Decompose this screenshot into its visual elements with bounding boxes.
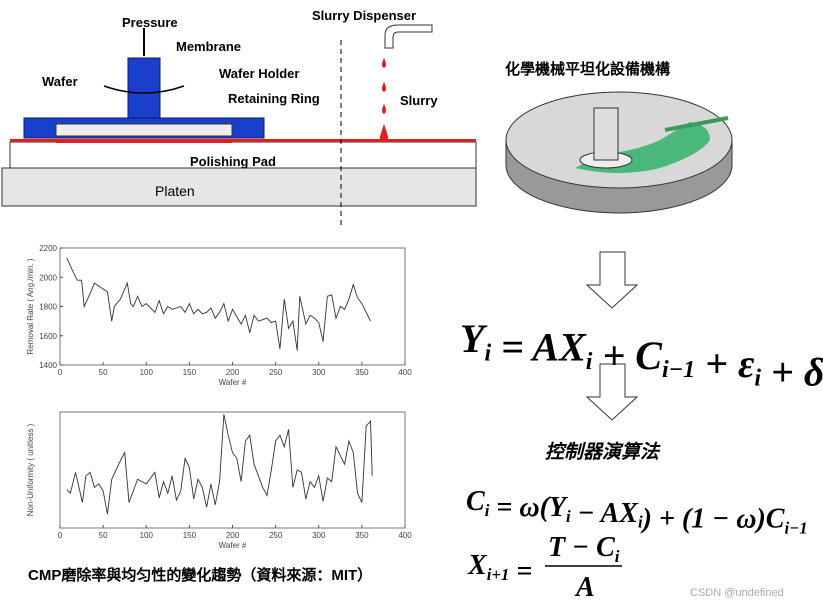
eq-subscript: i+1: [487, 565, 510, 584]
arrows: [585, 251, 639, 421]
x-axis-label: Wafer #: [219, 378, 247, 387]
cmp-diagram: Pressure Membrane Wafer Wafer Holder Ret…: [1, 8, 477, 225]
eq-part: − AX: [571, 498, 640, 529]
down-arrow: [585, 251, 639, 309]
spindle: [127, 57, 161, 119]
eq-part: ) + (1 − ω)C: [640, 504, 785, 535]
label: Polishing Pad: [190, 154, 276, 169]
eq-subscript: i: [566, 507, 571, 526]
eq-part: + C: [592, 333, 663, 378]
x-tick-label: 300: [312, 368, 326, 377]
eq-part: + δ: [761, 350, 823, 395]
label: Wafer: [42, 74, 78, 89]
x-tick-label: 50: [99, 531, 108, 540]
eq-part: = ω(Y: [489, 492, 569, 523]
platen: [1, 167, 477, 207]
label: Membrane: [176, 39, 241, 54]
label: Platen: [155, 183, 195, 199]
eq-subscript: i−1: [662, 357, 695, 383]
x-tick-label: 200: [226, 368, 240, 377]
eq-subscript: i: [484, 340, 491, 366]
machine-title: 化學機械平坦化設備機構: [505, 60, 670, 78]
plot-area: [59, 247, 406, 366]
eq-subscript: i: [485, 501, 490, 520]
slurry-drops: [379, 58, 389, 139]
machine: 化學機械平坦化設備機構: [505, 60, 733, 214]
data-line: [66, 414, 373, 515]
y-tick-label: 1400: [39, 361, 57, 370]
eq-part: =: [509, 556, 532, 587]
label: Wafer Holder: [219, 66, 299, 81]
eq-subscript: i: [586, 349, 593, 375]
eq-subscript: i: [638, 513, 643, 532]
y-axis-label: Non-Uniformity ( unitless ): [26, 423, 35, 516]
equation-denominator: A: [574, 572, 595, 603]
down-arrow: [585, 363, 639, 421]
x-tick-label: 0: [58, 368, 63, 377]
x-tick-label: 250: [269, 368, 283, 377]
charts: 0 50 100 150 200 250 300 350 4001400160018002000…: [26, 244, 412, 550]
y-tick-label: 1600: [39, 332, 57, 341]
caption: CMP磨除率與均匀性的變化趨勢（資料來源：MIT）: [28, 566, 372, 584]
spindle: [593, 107, 619, 161]
x-tick-label: 0: [58, 531, 63, 540]
dispenser-arm: [664, 116, 729, 132]
x-tick-label: 100: [140, 368, 154, 377]
x-tick-label: 350: [355, 368, 369, 377]
wafer: [56, 140, 232, 143]
equation-numerator: T − Ci: [548, 532, 620, 566]
eq-subscript: i: [754, 366, 761, 392]
x-tick-label: 300: [312, 531, 326, 540]
data-line: [66, 258, 371, 351]
eq-subscript: i: [615, 547, 620, 566]
equation-model: Yi = AXi + Ci−1 + εi + δi: [460, 316, 823, 400]
eq-part: X: [467, 550, 488, 581]
x-tick-label: 150: [183, 368, 197, 377]
x-tick-label: 400: [398, 368, 412, 377]
membrane: [55, 123, 233, 137]
polishing-pad: [9, 141, 477, 169]
eq-part: + ε: [695, 341, 755, 386]
rotation-arrow: [103, 85, 185, 94]
eq-part: = AX: [491, 324, 587, 369]
x-tick-label: 100: [140, 531, 154, 540]
slurry-layer: [10, 139, 476, 142]
x-tick-label: 250: [269, 531, 283, 540]
x-axis-label: Wafer #: [219, 541, 247, 550]
y-axis-label: Removal Rate ( Ang./min. ): [26, 258, 35, 354]
eq-subscript: i−1: [784, 519, 807, 538]
plot-area: [59, 411, 406, 529]
x-tick-label: 350: [355, 531, 369, 540]
y-tick-label: 1800: [39, 303, 57, 312]
watermark: CSDN @undefined: [690, 587, 784, 599]
x-tick-label: 150: [183, 531, 197, 540]
x-tick-label: 200: [226, 531, 240, 540]
label: Slurry Dispenser: [312, 8, 416, 23]
label: Retaining Ring: [228, 91, 320, 106]
algorithm-title: 控制器演算法: [545, 441, 661, 463]
equation-target-lhs: Xi+1 =: [467, 550, 532, 587]
equation-control: Ci = ω(Yi − AXi) + (1 − ω)Ci−1: [466, 486, 808, 538]
label: Pressure: [122, 15, 178, 30]
eq-part: T − C: [548, 532, 615, 563]
x-tick-label: 400: [398, 531, 412, 540]
disk-top: [505, 91, 733, 189]
x-tick-label: 50: [99, 368, 108, 377]
y-tick-label: 2000: [39, 273, 57, 282]
label: Slurry: [400, 93, 438, 108]
eq-part: Y: [460, 316, 488, 361]
y-tick-label: 2200: [39, 244, 57, 253]
dispenser: [384, 24, 433, 49]
eq-part: C: [466, 486, 485, 517]
